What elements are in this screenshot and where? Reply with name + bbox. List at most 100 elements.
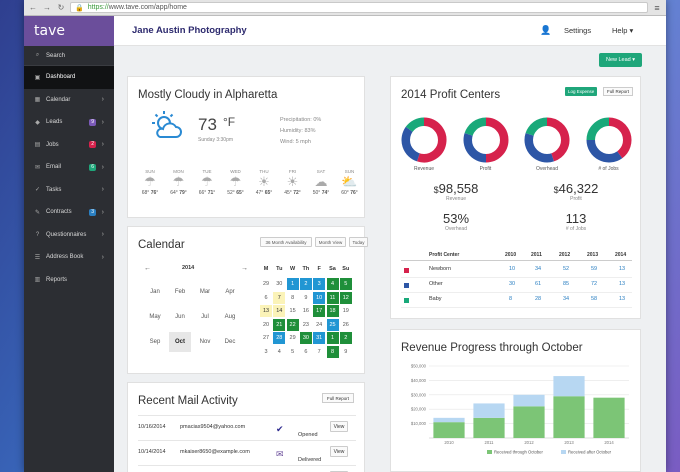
sidebar-item-calendar[interactable]: ▦ Calendar ›: [24, 89, 114, 112]
calendar-day[interactable]: 4: [277, 348, 281, 355]
new-lead-button[interactable]: New Lead ▾: [599, 53, 642, 67]
month-mar[interactable]: Mar: [199, 289, 211, 295]
profit-value[interactable]: 59: [591, 266, 598, 272]
help-menu[interactable]: Help ▾: [612, 26, 634, 35]
calendar-day[interactable]: 4: [326, 278, 339, 290]
calendar-day[interactable]: 6: [304, 348, 308, 355]
calendar-day[interactable]: 2: [339, 332, 352, 344]
calendar-day[interactable]: 30: [299, 332, 312, 344]
availability-button[interactable]: 36 Month Availability: [260, 237, 312, 247]
calendar-day[interactable]: 8: [291, 294, 295, 301]
month-apr[interactable]: Apr: [225, 289, 235, 295]
calendar-day[interactable]: 1: [326, 332, 339, 344]
calendar-day[interactable]: 31: [313, 332, 326, 344]
profit-value[interactable]: 34: [535, 266, 542, 272]
calendar-day[interactable]: 14: [273, 305, 286, 317]
month-aug[interactable]: Aug: [224, 314, 236, 320]
sidebar-item-jobs[interactable]: ▤ Jobs 2 ›: [24, 134, 114, 157]
bar-received-through-october[interactable]: [513, 406, 545, 438]
settings-link[interactable]: Settings: [564, 26, 592, 35]
calendar-day[interactable]: 22: [286, 318, 299, 331]
calendar-day[interactable]: 6: [264, 294, 268, 301]
profit-value[interactable]: 52: [563, 266, 570, 272]
bar-received-through-october[interactable]: [553, 396, 585, 438]
calendar-day[interactable]: 19: [342, 308, 349, 314]
calendar-day[interactable]: 2: [299, 278, 312, 290]
profit-full-report-button[interactable]: Full Report: [603, 87, 634, 96]
calendar-day[interactable]: 7: [273, 291, 286, 304]
next-year-icon[interactable]: →: [241, 265, 248, 272]
profit-value[interactable]: 61: [535, 281, 542, 287]
mail-full-report-button[interactable]: Full Report: [321, 393, 354, 403]
bar-received-after-october[interactable]: [473, 403, 505, 418]
logo[interactable]: tave: [34, 23, 65, 39]
calendar-day[interactable]: 28: [273, 332, 286, 344]
prev-year-icon[interactable]: ←: [144, 265, 151, 272]
calendar-day[interactable]: 12: [339, 291, 352, 304]
sidebar-item-email[interactable]: ✉ Email 6 ›: [24, 156, 114, 179]
profit-value[interactable]: 28: [535, 296, 542, 302]
mail-view-button[interactable]: View: [330, 446, 348, 457]
profit-value[interactable]: 72: [591, 281, 598, 287]
bar-received-through-october[interactable]: [433, 422, 465, 438]
sidebar-item-reports[interactable]: ▥ Reports: [24, 269, 114, 292]
bar-received-after-october[interactable]: [553, 376, 585, 397]
calendar-day[interactable]: 9: [304, 294, 308, 301]
month-jul[interactable]: Jul: [201, 314, 209, 320]
calendar-day[interactable]: 10: [313, 291, 326, 304]
calendar-day[interactable]: 5: [339, 278, 352, 290]
browser-menu-icon[interactable]: ≡: [654, 2, 660, 13]
profit-value[interactable]: 13: [619, 281, 626, 287]
calendar-day[interactable]: 29: [289, 335, 296, 341]
calendar-day[interactable]: 25: [326, 318, 339, 331]
profit-value[interactable]: 85: [563, 281, 570, 287]
calendar-day[interactable]: 21: [273, 318, 286, 331]
profit-value[interactable]: 30: [509, 281, 516, 287]
profit-value[interactable]: 10: [509, 266, 516, 272]
profit-value[interactable]: 13: [619, 266, 626, 272]
sidebar-item-contracts[interactable]: ✎ Contracts 3 ›: [24, 201, 114, 224]
sidebar-search[interactable]: ⌕ Search: [24, 46, 114, 66]
month-feb[interactable]: Feb: [174, 289, 186, 295]
back-icon[interactable]: ←: [29, 3, 37, 12]
calendar-day[interactable]: 29: [262, 281, 270, 287]
today-button[interactable]: Today: [349, 237, 368, 247]
profit-value[interactable]: 8: [509, 296, 513, 302]
sidebar-item-tasks[interactable]: ✓ Tasks ›: [24, 179, 114, 202]
studio-name[interactable]: Jane Austin Photography: [132, 25, 247, 36]
calendar-day[interactable]: 7: [317, 348, 321, 355]
calendar-day[interactable]: 23: [302, 321, 309, 328]
calendar-day[interactable]: 30: [276, 281, 283, 287]
sidebar-item-dashboard[interactable]: ▣ Dashboard: [24, 66, 114, 89]
month-view-button[interactable]: Month View: [315, 237, 346, 247]
month-sep[interactable]: Sep: [149, 339, 161, 345]
month-jan[interactable]: Jan: [150, 289, 160, 295]
calendar-day[interactable]: 27: [262, 335, 270, 341]
user-icon[interactable]: 👤: [540, 25, 552, 35]
calendar-day[interactable]: 26: [342, 321, 349, 328]
profit-value[interactable]: 34: [563, 296, 570, 302]
reload-icon[interactable]: ↻: [57, 3, 65, 12]
calendar-day[interactable]: 9: [344, 348, 348, 355]
calendar-day[interactable]: 15: [289, 308, 296, 314]
calendar-day[interactable]: 18: [326, 305, 339, 317]
sidebar-item-address-book[interactable]: ☰ Address Book ›: [24, 246, 114, 269]
calendar-day[interactable]: 3: [264, 348, 268, 355]
calendar-day[interactable]: 8: [326, 345, 339, 358]
calendar-day[interactable]: 13: [260, 305, 272, 317]
calendar-day[interactable]: 24: [316, 321, 323, 328]
calendar-day[interactable]: 1: [286, 278, 299, 290]
calendar-day[interactable]: 5: [291, 348, 295, 355]
calendar-day[interactable]: 3: [313, 278, 326, 290]
month-jun[interactable]: Jun: [175, 314, 185, 320]
sidebar-item-questionnaires[interactable]: ? Questionnaires ›: [24, 224, 114, 247]
calendar-day[interactable]: 20: [262, 321, 270, 328]
sidebar-item-leads[interactable]: ◆ Leads 9 ›: [24, 111, 114, 134]
bar-received-through-october[interactable]: [473, 417, 505, 438]
forward-icon[interactable]: →: [43, 3, 51, 12]
bar-received-through-october[interactable]: [593, 397, 625, 438]
log-expense-button[interactable]: Log Expense: [565, 87, 598, 96]
calendar-day[interactable]: 11: [326, 291, 339, 304]
profit-value[interactable]: 13: [619, 296, 626, 302]
bar-received-after-october[interactable]: [513, 394, 545, 407]
